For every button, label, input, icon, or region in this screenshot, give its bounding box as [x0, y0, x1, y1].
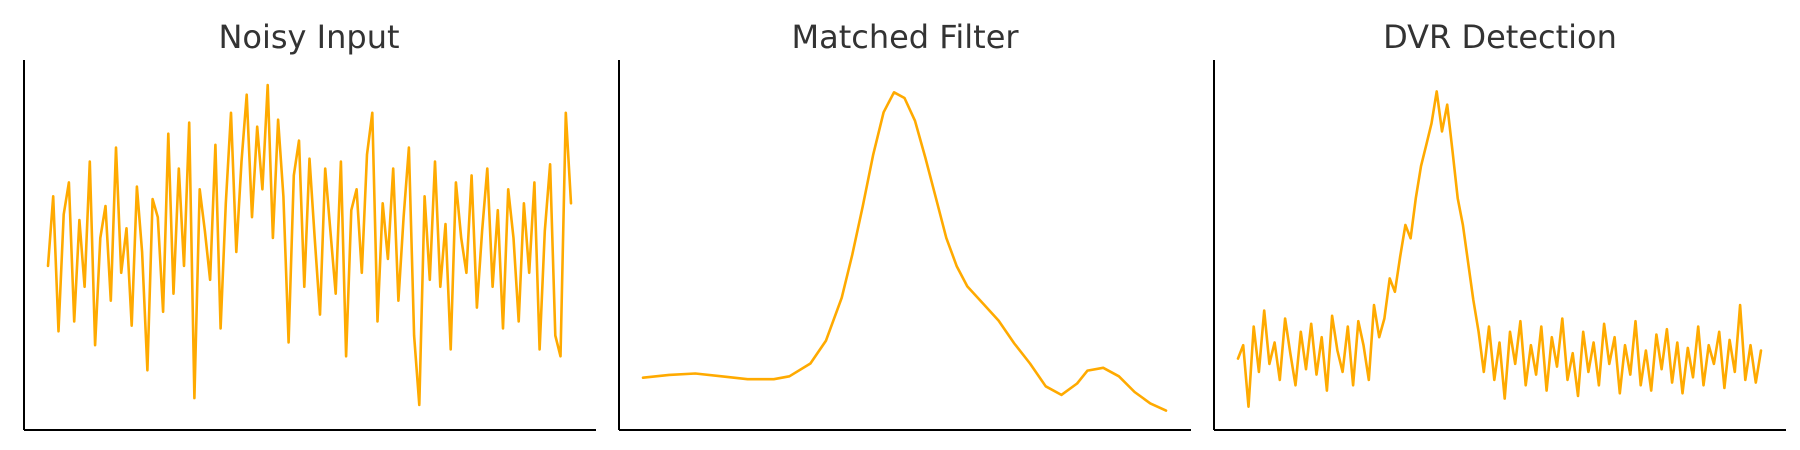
- series-line-0: [641, 91, 1168, 412]
- panel-title: Noisy Input: [218, 18, 399, 56]
- series-line-0: [46, 83, 573, 407]
- plot-area: [641, 91, 1168, 412]
- panel-matched-filter: Matched Filter: [618, 18, 1191, 431]
- panel-noisy-input: Noisy Input: [23, 18, 596, 431]
- panel-dvr-detection: DVR Detection: [1213, 18, 1786, 431]
- panel-title: Matched Filter: [791, 18, 1019, 56]
- panel-title: DVR Detection: [1383, 18, 1617, 56]
- series-line-0: [1236, 90, 1763, 409]
- plot-area: [1236, 90, 1763, 409]
- plot-area: [46, 83, 573, 407]
